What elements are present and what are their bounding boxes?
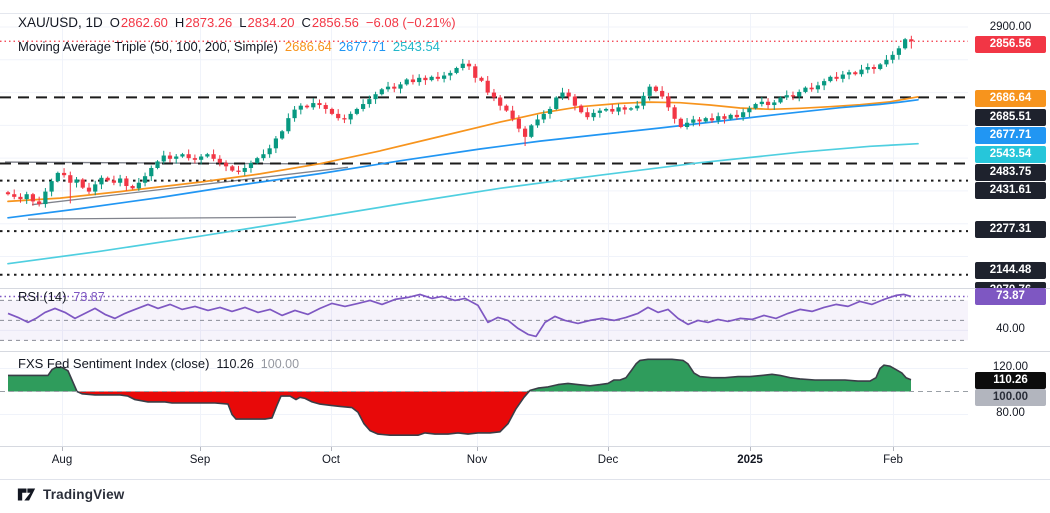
price-axis-label: 80.00 <box>996 407 1025 419</box>
fed-indicator-row: FXS Fed Sentiment Index (close) 110.26 1… <box>18 356 299 371</box>
ma200-value: 2543.54 <box>392 39 440 54</box>
time-axis-label: Sep <box>189 454 211 466</box>
time-axis[interactable]: Aug Sep Oct Nov Dec 2025 Feb <box>0 446 1050 480</box>
time-axis-tick <box>200 447 201 451</box>
low-label: L <box>239 15 247 30</box>
open-value: 2862.60 <box>120 15 168 30</box>
price-badge: 2431.61 <box>975 182 1046 199</box>
time-axis-label: Aug <box>51 454 73 466</box>
fed-value: 110.26 <box>216 356 254 371</box>
open-label: O <box>109 15 120 30</box>
symbol-title[interactable]: XAU/USD, 1D <box>18 15 103 30</box>
time-axis-tick <box>62 447 63 451</box>
symbol-title-row: XAU/USD, 1D O 2862.60 H 2873.26 L 2834.20 C… <box>18 15 456 30</box>
tradingview-logo[interactable]: TradingView <box>17 486 124 503</box>
time-axis-label: Oct <box>322 454 340 466</box>
close-label: C <box>301 15 311 30</box>
ma-indicator-row: Moving Average Triple (50, 100, 200, Sim… <box>18 39 440 54</box>
price-badge: 2144.48 <box>975 261 1046 279</box>
price-badge: 2685.51 <box>975 108 1046 126</box>
price-badge: 2686.64 <box>975 89 1046 107</box>
time-axis-tick <box>477 447 478 451</box>
close-value: 2856.56 <box>311 15 359 30</box>
low-value: 2834.20 <box>247 15 295 30</box>
time-axis-label: Nov <box>466 454 488 466</box>
rsi-indicator-row: RSI (14) 73.87 <box>18 289 105 304</box>
ma100-value: 2677.71 <box>338 39 386 54</box>
price-axis-label: 40.00 <box>996 323 1025 335</box>
indicator-value-badge: 100.00 <box>975 388 1046 406</box>
main-pane-badges: 2856.56 2686.64 2685.51 2677.71 2543.54 2483.… <box>975 35 1046 288</box>
price-badge: 2277.31 <box>975 220 1046 238</box>
price-badge: 2677.71 <box>975 127 1046 144</box>
time-axis-label: Dec <box>597 454 619 466</box>
price-badge: 2483.75 <box>975 164 1046 181</box>
price-badge: 2070.76 <box>975 281 1046 288</box>
time-axis-label: 2025 <box>737 454 763 466</box>
chart-canvas[interactable] <box>0 0 1050 480</box>
indicator-value-badge: 110.26 <box>975 371 1046 389</box>
time-axis-label: Feb <box>883 454 903 466</box>
ma50-value: 2686.64 <box>284 39 332 54</box>
high-label: H <box>174 15 185 30</box>
indicator-value-badge: 73.87 <box>975 288 1046 305</box>
high-value: 2873.26 <box>185 15 233 30</box>
fed-baseline-value: 100.00 <box>260 356 300 371</box>
tradingview-logo-icon <box>17 488 36 501</box>
price-badge: 2543.54 <box>975 145 1046 163</box>
time-axis-tick <box>331 447 332 451</box>
tradingview-logo-text: TradingView <box>43 487 125 502</box>
change-value: −6.08 (−0.21%) <box>365 15 456 30</box>
price-badge: 2856.56 <box>975 35 1046 53</box>
time-axis-tick <box>750 447 751 451</box>
rsi-indicator-title[interactable]: RSI (14) <box>18 289 67 304</box>
price-axis[interactable]: 2900.00 40.00 120.00 80.00 2856.56 2686.64 268… <box>0 0 1050 480</box>
time-axis-tick <box>893 447 894 451</box>
time-axis-tick <box>608 447 609 451</box>
fed-indicator-title[interactable]: FXS Fed Sentiment Index (close) <box>18 356 210 371</box>
price-axis-label: 120.00 <box>992 361 1029 373</box>
ma-indicator-title[interactable]: Moving Average Triple (50, 100, 200, Sim… <box>18 39 278 54</box>
rsi-value: 73.87 <box>73 289 105 304</box>
